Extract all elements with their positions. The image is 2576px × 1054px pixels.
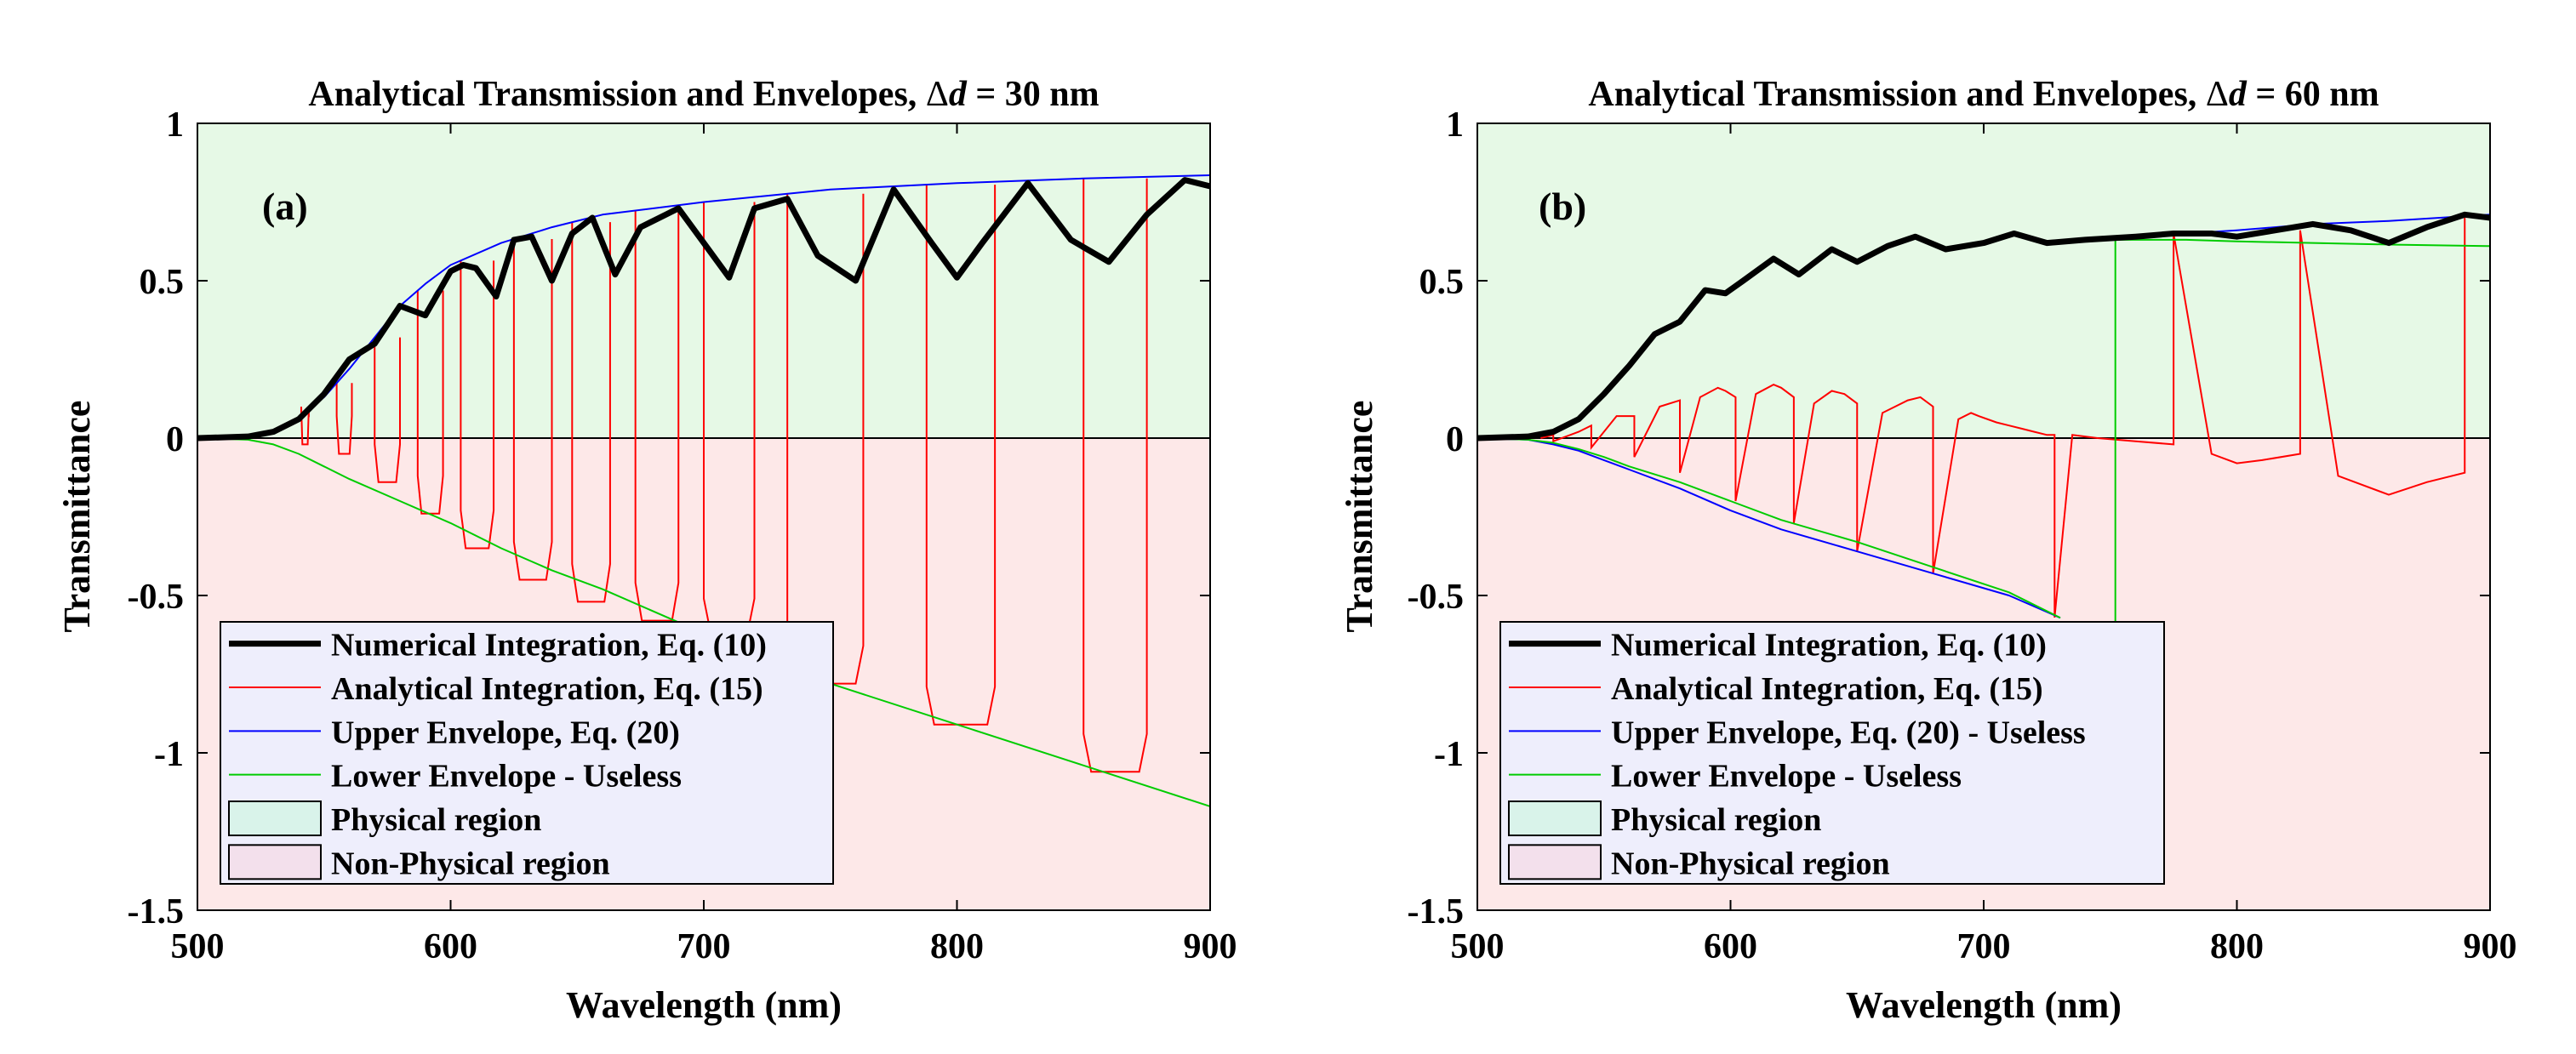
panel-b-xtick-label: 600 <box>1704 927 1757 966</box>
panel-b-series-lower-envelope-useless <box>2114 238 2490 248</box>
panel-b-xtick-label: 500 <box>1451 927 1505 966</box>
panel-b-ytick-label: -1 <box>1434 735 1464 774</box>
panel-b-ytick-label: 0 <box>1446 420 1464 459</box>
panel-b-ytick-label: -1.5 <box>1408 892 1465 932</box>
panel-a-legend-label: Non-Physical region <box>331 846 610 881</box>
panel-a-xtick-label: 700 <box>677 927 731 966</box>
panel-a-legend-box <box>220 621 834 885</box>
panel-b-series-upper-envelope-eq-20-useless <box>1477 437 2061 618</box>
panel-b-series-lower-envelope-useless <box>1477 437 2061 618</box>
panel-b-xtick-label: 700 <box>1957 927 2011 966</box>
panel-b-legend-swatch <box>1508 800 1602 836</box>
panel-a-label: (a) <box>262 185 308 228</box>
panel-b-legend: Numerical Integration, Eq. (10) Analytica… <box>1499 621 2165 885</box>
panel-b-legend-swatch <box>1508 844 1602 880</box>
panel-a-series-numerical-integration-eq-10 <box>197 177 1210 442</box>
panel-b-xtick-label: 800 <box>2210 927 2264 966</box>
panel-b-title: Analytical Transmission and Envelopes, Δ… <box>1588 75 2379 114</box>
panel-a-analytical-spike <box>512 238 553 581</box>
panel-a-xlabel: Wavelength (nm) <box>566 984 842 1026</box>
panel-a-legend-label: Lower Envelope - Useless <box>331 759 682 795</box>
panel-a-legend-swatch <box>228 844 322 880</box>
panel-b-physical-region <box>1477 123 2490 438</box>
panel-a-xtick-label: 900 <box>1184 927 1237 966</box>
panel-b-legend-label: Non-Physical region <box>1611 846 1890 881</box>
panel-a-analytical-spike <box>335 383 353 455</box>
panel-b-legend-label: Lower Envelope - Useless <box>1611 759 1962 795</box>
panel-a-analytical-spike <box>1082 178 1148 773</box>
panel-a-analytical-spike <box>460 260 495 550</box>
panel-b-legend-box <box>1499 621 2165 885</box>
panel-b-series-numerical-integration-eq-10 <box>1477 211 2490 442</box>
panel-a-ytick-label: 0.5 <box>140 263 185 302</box>
panel-b-xlabel: Wavelength (nm) <box>1846 984 2122 1026</box>
panel-a-analytical-spike <box>374 337 401 483</box>
panel-a-analytical-spike <box>925 185 997 726</box>
panel-a-ytick-label: 0 <box>166 420 184 459</box>
panel-b-legend-label: Upper Envelope, Eq. (20) - Useless <box>1611 715 2086 750</box>
panel-a: 500 600 700 800 900 1 0.5 0 -0.5 -1 -1.5 Analytica… <box>56 75 1237 1026</box>
panel-a-legend-label: Physical region <box>331 802 541 838</box>
panel-a-ytick-label: -1.5 <box>128 892 185 932</box>
panel-b-legend-label: Physical region <box>1611 802 1821 838</box>
panel-b-analytical-curve <box>1540 218 2466 618</box>
panel-b-ytick-label: 1 <box>1446 105 1464 145</box>
panel-a-ytick-label: -0.5 <box>128 578 185 617</box>
panel-b-legend-label: Analytical Integration, Eq. (15) <box>1611 671 2043 707</box>
panel-b-label: (b) <box>1539 185 1586 228</box>
panel-a-xtick-label: 500 <box>171 927 225 966</box>
panel-b-legend-label: Numerical Integration, Eq. (10) <box>1611 628 2047 664</box>
panel-a-ytick-label: -1 <box>154 735 184 774</box>
panel-a-legend: Numerical Integration, Eq. (10) Analytica… <box>220 621 834 885</box>
panel-b-xtick-label: 900 <box>2464 927 2517 966</box>
panel-a-analytical-spike <box>634 210 680 622</box>
panel-a-xtick-label: 600 <box>424 927 477 966</box>
panel-a-analytical-spike <box>571 222 611 603</box>
panel-b: 500 600 700 800 900 1 0.5 0 -0.5 -1 -1.5 Analytica… <box>1339 75 2517 1026</box>
panel-b-ylabel: Transmittance <box>1339 401 1380 633</box>
panel-a-ylabel: Transmittance <box>56 401 98 633</box>
panel-a-title: Analytical Transmission and Envelopes, Δ… <box>308 75 1099 114</box>
panel-b-ytick-label: 0.5 <box>1419 263 1465 302</box>
panel-a-series-lower-envelope-useless <box>197 437 1210 807</box>
panel-a-legend-swatch <box>228 800 322 836</box>
panel-a-ytick-label: 1 <box>166 105 184 145</box>
panel-a-legend-label: Upper Envelope, Eq. (20) <box>331 715 680 750</box>
panel-a-legend-label: Analytical Integration, Eq. (15) <box>331 671 763 707</box>
panel-a-legend-label: Numerical Integration, Eq. (10) <box>331 628 767 664</box>
panel-a-xtick-label: 800 <box>930 927 984 966</box>
panel-b-ytick-label: -0.5 <box>1408 578 1465 617</box>
